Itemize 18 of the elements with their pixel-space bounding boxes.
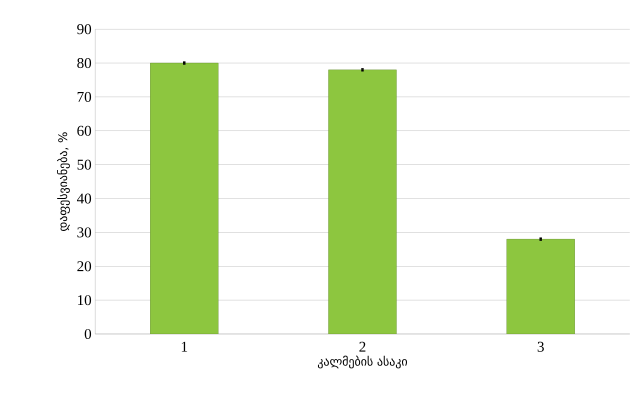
y-tick-label: 70	[78, 92, 92, 102]
x-tick-label: 1	[182, 342, 188, 352]
y-tick-label: 10	[78, 295, 92, 306]
x-tick-label: 3	[538, 342, 544, 352]
bar	[506, 238, 575, 334]
y-tick-label: 30	[77, 227, 92, 238]
y-tick-label: 90	[77, 24, 92, 34]
y-tick-label: 0	[84, 328, 92, 339]
x-axis-title: კალმების ასაკი	[318, 356, 408, 368]
y-tick-label: 80	[77, 58, 92, 68]
y-tick-label: 40	[76, 193, 92, 204]
bar	[328, 70, 397, 334]
x-tick-label: 2	[359, 342, 366, 352]
y-tick-label: 50	[78, 160, 92, 170]
y-axis-title: დაფესვიანება, %	[57, 132, 70, 231]
y-tick-label: 60	[77, 126, 92, 136]
y-tick-label: 20	[77, 261, 92, 272]
bar	[150, 62, 218, 334]
